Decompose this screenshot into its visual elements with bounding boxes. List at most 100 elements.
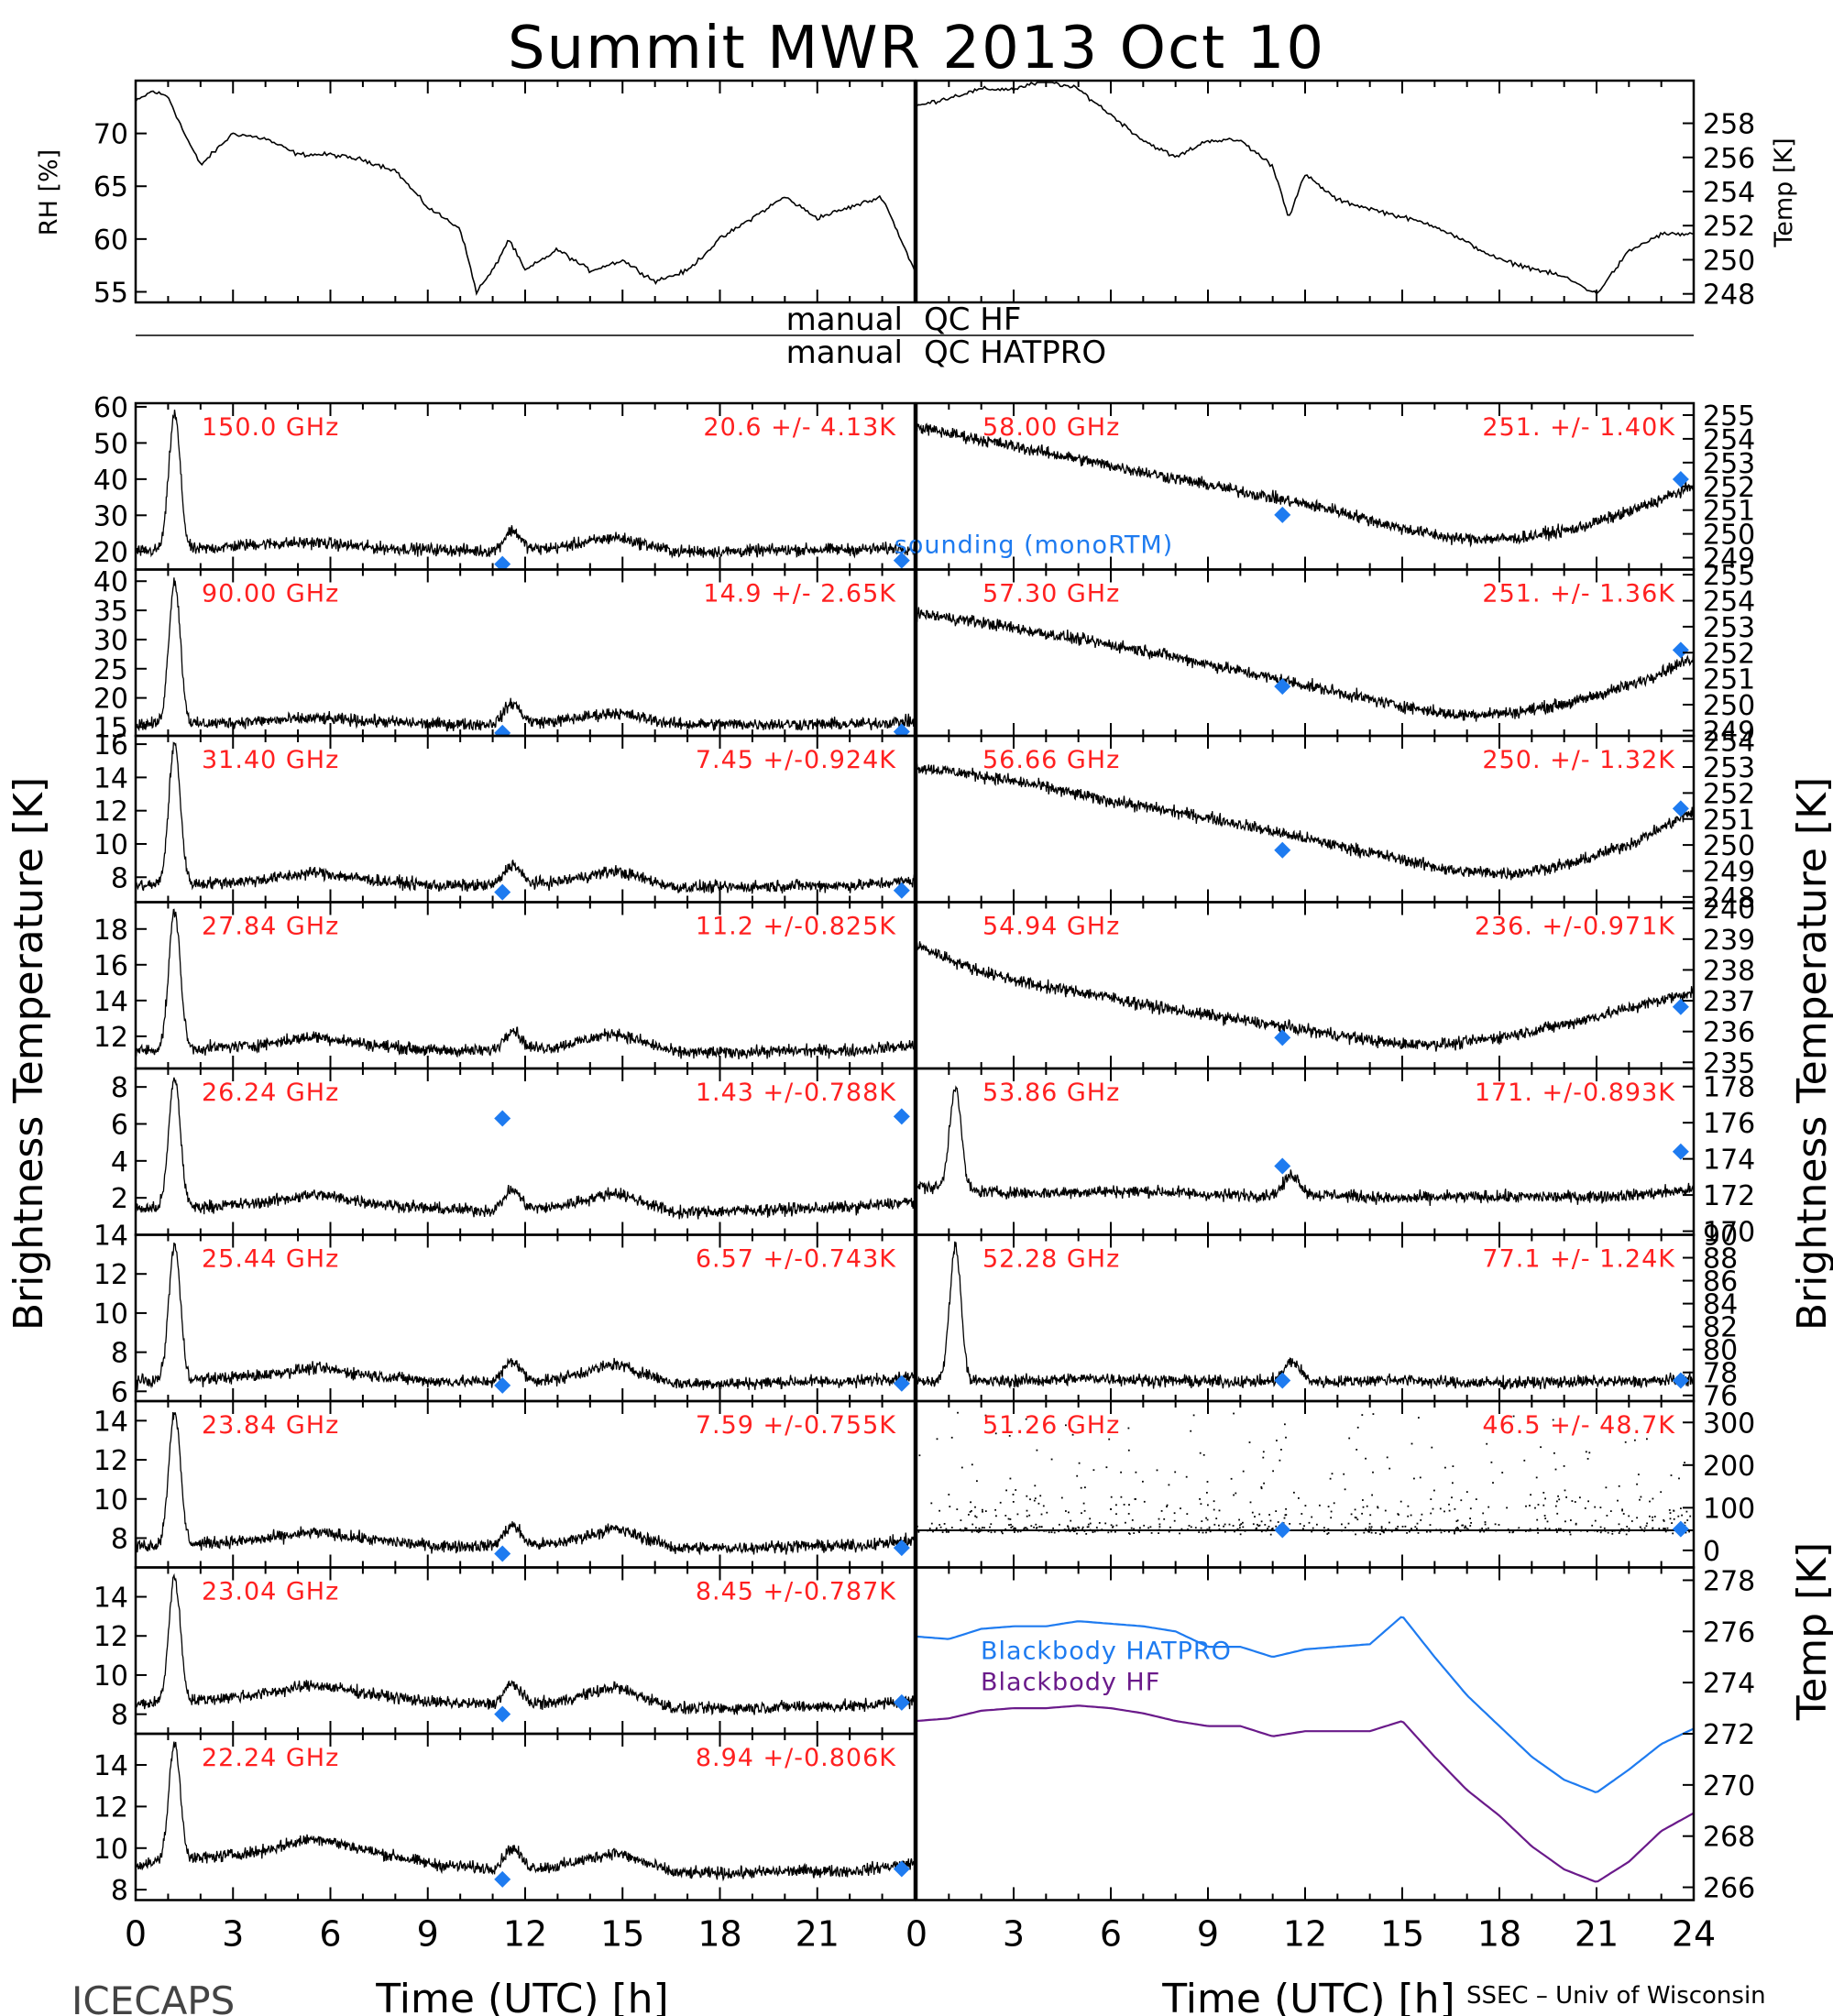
scatter-point — [1643, 1530, 1645, 1532]
x-tick-label-right: 6 — [1100, 1914, 1122, 1955]
scatter-point — [1652, 1519, 1654, 1522]
scatter-point — [936, 1438, 938, 1441]
scatter-point — [1200, 1503, 1202, 1506]
scatter-point — [1444, 1466, 1446, 1469]
channel-trace — [136, 741, 915, 894]
scatter-point — [1525, 1530, 1527, 1532]
scatter-point — [1158, 1523, 1161, 1526]
ylabel-brightness-right: Brightness Temperature [K] — [1789, 777, 1833, 1331]
scatter-point — [1652, 1516, 1653, 1518]
scatter-point — [1570, 1519, 1572, 1521]
scatter-point — [1352, 1529, 1355, 1532]
scatter-point — [1114, 1530, 1116, 1533]
scatter-point — [1326, 1533, 1329, 1535]
scatter-point — [1345, 1527, 1346, 1528]
scatter-point — [1606, 1515, 1608, 1517]
scatter-point — [1456, 1527, 1459, 1528]
scatter-point — [1407, 1515, 1410, 1517]
scatter-point — [1166, 1506, 1168, 1507]
scatter-point — [969, 1511, 971, 1513]
scatter-point — [1529, 1528, 1531, 1530]
y-tick-label: 40 — [93, 566, 128, 598]
scatter-point — [1239, 1533, 1242, 1536]
scatter-point — [1268, 1526, 1270, 1528]
scatter-point — [978, 1528, 981, 1529]
scatter-point — [1454, 1528, 1457, 1529]
scatter-point — [1568, 1531, 1571, 1533]
y-tick-label: 254 — [1703, 177, 1755, 209]
scatter-point — [1663, 1528, 1664, 1529]
y-tick-label: 16 — [93, 729, 128, 761]
y-tick-label: 200 — [1703, 1451, 1755, 1483]
scatter-point — [1312, 1527, 1314, 1529]
scatter-point — [976, 1480, 978, 1483]
scatter-point — [1618, 1485, 1620, 1487]
scatter-point — [1377, 1506, 1378, 1508]
scatter-point — [1024, 1527, 1026, 1529]
scatter-point — [1609, 1510, 1612, 1512]
sounding-marker — [1274, 1372, 1291, 1389]
scatter-point — [950, 1527, 953, 1528]
channel-frequency-label: 22.24 GHz — [202, 1744, 339, 1772]
scatter-point — [1208, 1526, 1211, 1528]
scatter-point — [1173, 1519, 1176, 1522]
scatter-point — [1000, 1529, 1003, 1532]
y-tick-label: 60 — [93, 392, 128, 424]
scatter-point — [1215, 1517, 1218, 1519]
sounding-marker — [893, 1693, 910, 1711]
y-tick-label: 82 — [1703, 1312, 1738, 1344]
y-tick-label: 250 — [1703, 830, 1755, 862]
blackbody-legend-0: Blackbody HATPRO — [981, 1638, 1232, 1666]
scatter-point — [1397, 1513, 1399, 1515]
scatter-point — [1429, 1530, 1432, 1532]
scatter-point — [1636, 1517, 1638, 1519]
scatter-point — [974, 1506, 976, 1508]
scatter-point — [1684, 1462, 1685, 1463]
y-tick-label: 170 — [1703, 1217, 1755, 1249]
scatter-point — [1671, 1522, 1673, 1524]
scatter-point — [1138, 1528, 1141, 1531]
scatter-point — [945, 1528, 948, 1530]
scatter-point — [1120, 1529, 1123, 1531]
channel-stats-label: 8.94 +/-0.806K — [696, 1744, 896, 1772]
channel-stats-label: 171. +/-0.893K — [1475, 1079, 1675, 1107]
scatter-point — [928, 1528, 931, 1529]
channel-stats-label: 7.59 +/-0.755K — [696, 1411, 896, 1440]
channel-stats-label: 11.2 +/-0.825K — [696, 913, 896, 941]
scatter-point — [1230, 1477, 1233, 1480]
channel-panel-26-24-ghz — [136, 1077, 915, 1220]
channel-stats-label: 20.6 +/- 4.13K — [703, 413, 896, 442]
scatter-point — [1480, 1529, 1483, 1532]
y-tick-label: 20 — [93, 684, 128, 716]
temp-trace — [916, 82, 1695, 295]
scatter-point — [1619, 1530, 1621, 1532]
scatter-point — [1680, 1507, 1682, 1509]
scatter-point — [1485, 1528, 1487, 1530]
scatter-point — [1399, 1500, 1402, 1503]
scatter-point — [1540, 1446, 1542, 1449]
scatter-point — [1460, 1499, 1463, 1502]
channel-panel-150-0-ghz — [136, 410, 915, 570]
scatter-point — [981, 1529, 982, 1532]
scatter-point — [1383, 1531, 1385, 1534]
scatter-point — [1465, 1527, 1468, 1529]
scatter-point — [1456, 1519, 1459, 1522]
scatter-point — [1053, 1531, 1056, 1534]
scatter-point — [1594, 1519, 1597, 1522]
scatter-point — [1574, 1501, 1576, 1503]
y-tick-label: 252 — [1703, 211, 1755, 243]
scatter-point — [1249, 1501, 1252, 1504]
scatter-point — [1470, 1522, 1472, 1524]
sounding-marker — [893, 1860, 910, 1878]
scatter-point — [1206, 1492, 1208, 1494]
scatter-point — [1371, 1494, 1373, 1496]
scatter-point — [1396, 1528, 1399, 1530]
scatter-point — [1068, 1528, 1070, 1531]
y-tick-label: 240 — [1703, 893, 1755, 926]
y-tick-label: 10 — [93, 1298, 128, 1331]
scatter-point — [1487, 1506, 1490, 1508]
scatter-point — [1206, 1481, 1209, 1483]
scatter-point — [1469, 1507, 1472, 1510]
scatter-point — [1205, 1517, 1207, 1519]
scatter-point — [971, 1463, 973, 1466]
